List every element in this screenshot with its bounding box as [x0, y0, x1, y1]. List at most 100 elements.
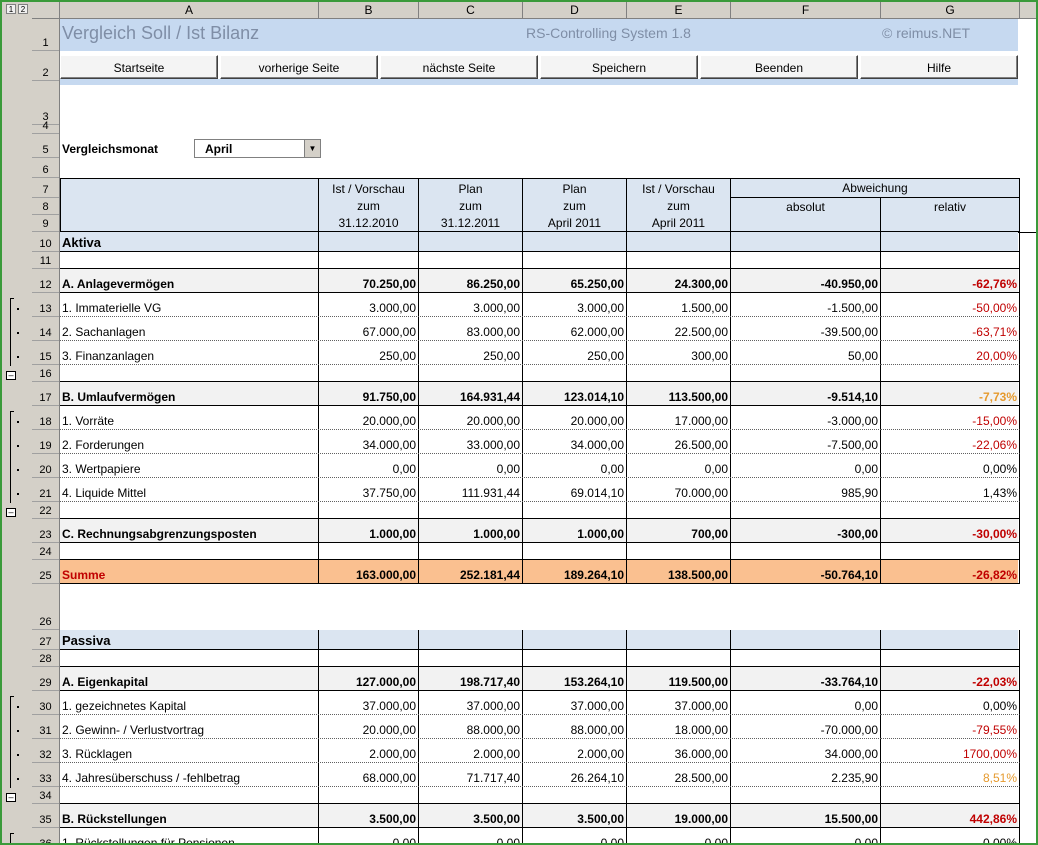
row-header-4[interactable]: 4 [32, 120, 59, 134]
value-cell-f[interactable]: -70.000,00 [730, 715, 881, 739]
row-header-15[interactable]: 15 [32, 341, 59, 365]
row-label-cell[interactable]: 2. Gewinn- / Verlustvortrag [60, 715, 319, 739]
value-cell-g[interactable]: 1,43% [880, 478, 1020, 502]
value-cell-c[interactable]: 86.250,00 [418, 269, 523, 293]
value-cell-e[interactable]: 17.000,00 [626, 406, 731, 430]
value-cell-c[interactable]: 1.000,00 [418, 519, 523, 543]
value-cell-g[interactable]: -15,00% [880, 406, 1020, 430]
row-header-6[interactable]: 6 [32, 158, 59, 178]
value-cell-g[interactable] [880, 502, 1020, 519]
value-cell-c[interactable] [418, 543, 523, 560]
value-cell-f[interactable]: -7.500,00 [730, 430, 881, 454]
row-header-30[interactable]: 30 [32, 691, 59, 715]
value-cell-b[interactable]: 37.750,00 [318, 478, 419, 502]
value-cell-e[interactable]: 26.500,00 [626, 430, 731, 454]
row-label-cell[interactable] [60, 787, 319, 804]
value-cell-g[interactable]: 8,51% [880, 763, 1020, 787]
row-header-28[interactable]: 28 [32, 650, 59, 667]
value-cell-c[interactable] [418, 232, 523, 252]
row-label-cell[interactable]: Summe [60, 560, 319, 584]
value-cell-d[interactable]: 189.264,10 [522, 560, 627, 584]
collapse-group-icon[interactable]: – [6, 793, 16, 802]
collapse-group-icon[interactable]: – [6, 371, 16, 380]
value-cell-c[interactable]: 2.000,00 [418, 739, 523, 763]
column-header-b[interactable]: B [319, 2, 419, 19]
value-cell-c[interactable] [418, 252, 523, 269]
value-cell-e[interactable] [626, 232, 731, 252]
value-cell-b[interactable]: 20.000,00 [318, 715, 419, 739]
value-cell-f[interactable]: 2.235,90 [730, 763, 881, 787]
row-label-cell[interactable]: B. Umlaufvermögen [60, 382, 319, 406]
value-cell-f[interactable] [730, 543, 881, 560]
value-cell-f[interactable]: -3.000,00 [730, 406, 881, 430]
value-cell-g[interactable]: -63,71% [880, 317, 1020, 341]
column-header-c[interactable]: C [419, 2, 523, 19]
row-label-cell[interactable]: 4. Liquide Mittel [60, 478, 319, 502]
row-header-24[interactable]: 24 [32, 543, 59, 560]
row-label-cell[interactable]: A. Eigenkapital [60, 667, 319, 691]
value-cell-d[interactable]: 153.264,10 [522, 667, 627, 691]
value-cell-d[interactable]: 2.000,00 [522, 739, 627, 763]
value-cell-e[interactable]: 0,00 [626, 828, 731, 843]
value-cell-e[interactable] [626, 252, 731, 269]
value-cell-d[interactable]: 250,00 [522, 341, 627, 365]
value-cell-c[interactable]: 71.717,40 [418, 763, 523, 787]
save-button[interactable]: Speichern [540, 55, 698, 79]
value-cell-d[interactable]: 1.000,00 [522, 519, 627, 543]
value-cell-g[interactable]: -22,03% [880, 667, 1020, 691]
value-cell-f[interactable]: 0,00 [730, 828, 881, 843]
value-cell-d[interactable] [522, 365, 627, 382]
row-label-cell[interactable]: 3. Wertpapiere [60, 454, 319, 478]
row-label-cell[interactable] [60, 365, 319, 382]
value-cell-d[interactable] [522, 787, 627, 804]
value-cell-b[interactable]: 37.000,00 [318, 691, 419, 715]
value-cell-g[interactable]: -50,00% [880, 293, 1020, 317]
value-cell-e[interactable]: 119.500,00 [626, 667, 731, 691]
column-header-a[interactable]: A [60, 2, 319, 19]
value-cell-b[interactable]: 0,00 [318, 828, 419, 843]
value-cell-f[interactable]: -39.500,00 [730, 317, 881, 341]
home-button[interactable]: Startseite [60, 55, 218, 79]
value-cell-g[interactable] [880, 232, 1020, 252]
value-cell-b[interactable] [318, 650, 419, 667]
next-page-button[interactable]: nächste Seite [380, 55, 538, 79]
row-header-14[interactable]: 14 [32, 317, 59, 341]
value-cell-f[interactable]: 0,00 [730, 691, 881, 715]
value-cell-f[interactable]: -50.764,10 [730, 560, 881, 584]
value-cell-c[interactable]: 0,00 [418, 454, 523, 478]
row-header-18[interactable]: 18 [32, 406, 59, 430]
row-label-cell[interactable]: Aktiva [60, 232, 319, 252]
value-cell-e[interactable]: 28.500,00 [626, 763, 731, 787]
value-cell-e[interactable]: 138.500,00 [626, 560, 731, 584]
row-header-8[interactable]: 8 [32, 198, 59, 215]
value-cell-c[interactable]: 111.931,44 [418, 478, 523, 502]
row-label-cell[interactable]: 3. Finanzanlagen [60, 341, 319, 365]
value-cell-e[interactable] [626, 543, 731, 560]
row-header-10[interactable]: 10 [32, 232, 59, 252]
row-header-12[interactable]: 12 [32, 269, 59, 293]
value-cell-b[interactable]: 1.000,00 [318, 519, 419, 543]
row-header-36[interactable]: 36 [32, 828, 59, 843]
row-header-26[interactable]: 26 [32, 584, 59, 630]
row-label-cell[interactable]: 1. gezeichnetes Kapital [60, 691, 319, 715]
comparison-month-dropdown[interactable]: April ▼ [194, 139, 321, 158]
row-header-13[interactable]: 13 [32, 293, 59, 317]
value-cell-b[interactable]: 20.000,00 [318, 406, 419, 430]
value-cell-d[interactable]: 20.000,00 [522, 406, 627, 430]
row-header-2[interactable]: 2 [32, 51, 59, 81]
row-header-17[interactable]: 17 [32, 382, 59, 406]
value-cell-e[interactable]: 300,00 [626, 341, 731, 365]
value-cell-b[interactable]: 163.000,00 [318, 560, 419, 584]
value-cell-c[interactable] [418, 650, 523, 667]
value-cell-g[interactable]: 0,00% [880, 454, 1020, 478]
row-label-cell[interactable]: C. Rechnungsabgrenzungsposten [60, 519, 319, 543]
value-cell-f[interactable]: -9.514,10 [730, 382, 881, 406]
value-cell-g[interactable]: 442,86% [880, 804, 1020, 828]
value-cell-f[interactable] [730, 232, 881, 252]
value-cell-f[interactable] [730, 252, 881, 269]
value-cell-d[interactable]: 34.000,00 [522, 430, 627, 454]
value-cell-c[interactable]: 252.181,44 [418, 560, 523, 584]
value-cell-c[interactable]: 198.717,40 [418, 667, 523, 691]
value-cell-b[interactable]: 91.750,00 [318, 382, 419, 406]
value-cell-d[interactable]: 0,00 [522, 828, 627, 843]
